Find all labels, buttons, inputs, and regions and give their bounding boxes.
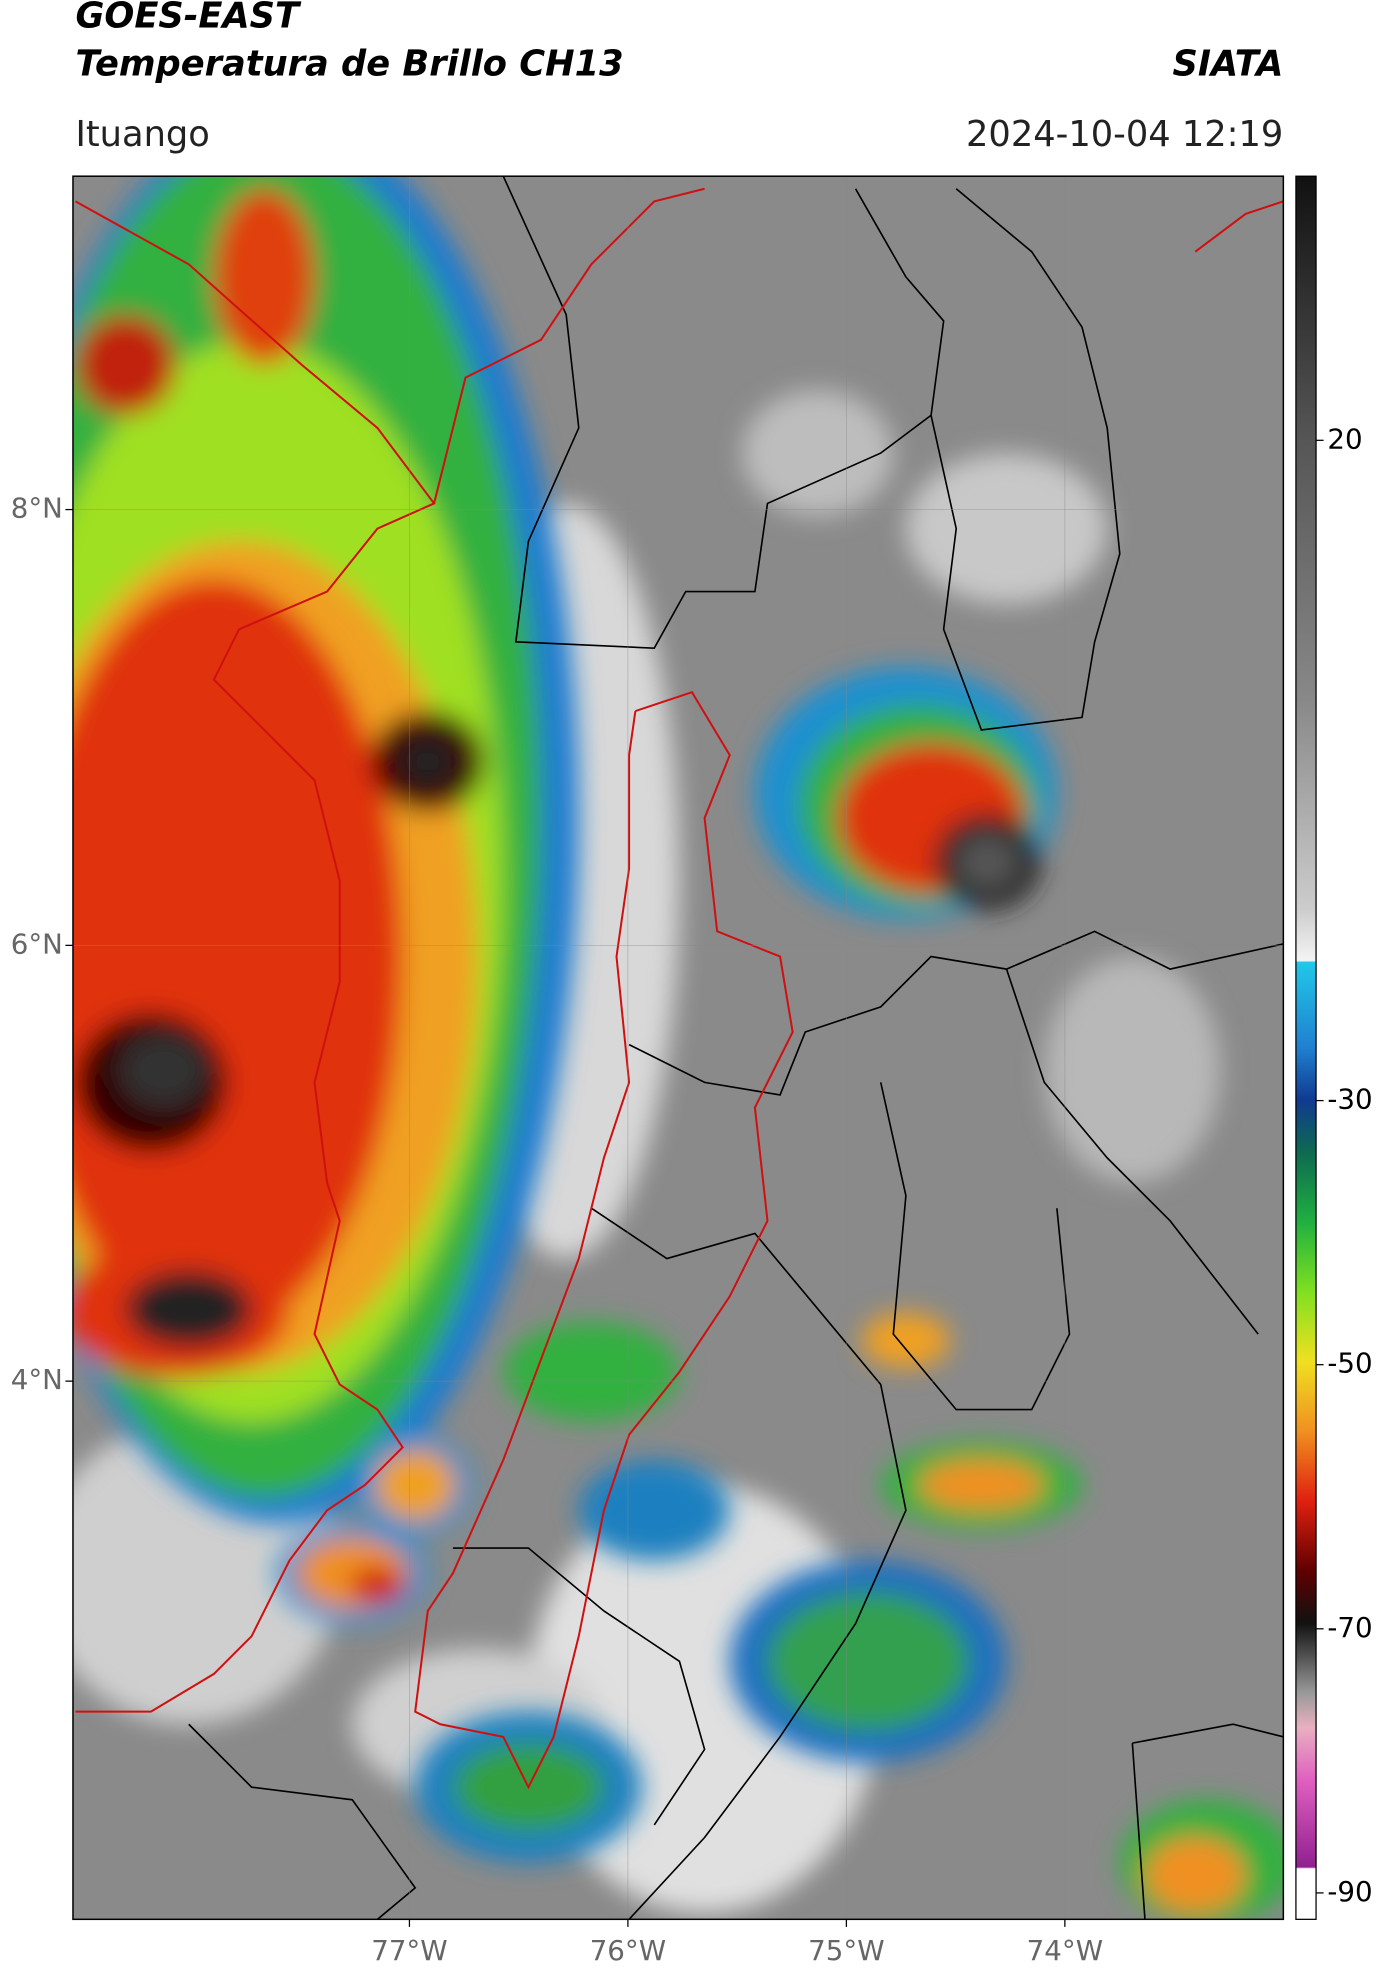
satellite-image xyxy=(72,176,1284,1920)
graticule xyxy=(72,176,1284,1920)
y-tick-label: 4°N xyxy=(11,1363,63,1396)
subtitle: Temperatura de Brillo CH13 xyxy=(75,43,623,84)
x-tick-label: 77°W xyxy=(371,1934,447,1967)
source: SIATA xyxy=(1172,43,1283,84)
x-tick-label: 74°W xyxy=(1027,1934,1103,1967)
colorbar-tick-label: 20 xyxy=(1327,422,1362,455)
map-frame xyxy=(72,175,1285,1921)
title: GOES-EAST xyxy=(75,0,302,37)
y-tick-label: 6°N xyxy=(11,927,63,960)
colorbar xyxy=(1295,175,1317,1920)
location: Ituango xyxy=(75,114,209,155)
colorbar-tick-label: -70 xyxy=(1327,1611,1372,1644)
colorbar-tick-label: -50 xyxy=(1327,1347,1372,1380)
y-tick-label: 8°N xyxy=(11,492,63,525)
x-tick-label: 76°W xyxy=(590,1934,666,1967)
colorbar-tick-label: -30 xyxy=(1327,1083,1372,1116)
x-tick-label: 75°W xyxy=(808,1934,884,1967)
colorbar-tick-label: -90 xyxy=(1327,1875,1372,1908)
datetime: 2024-10-04 12:19 xyxy=(966,114,1283,155)
